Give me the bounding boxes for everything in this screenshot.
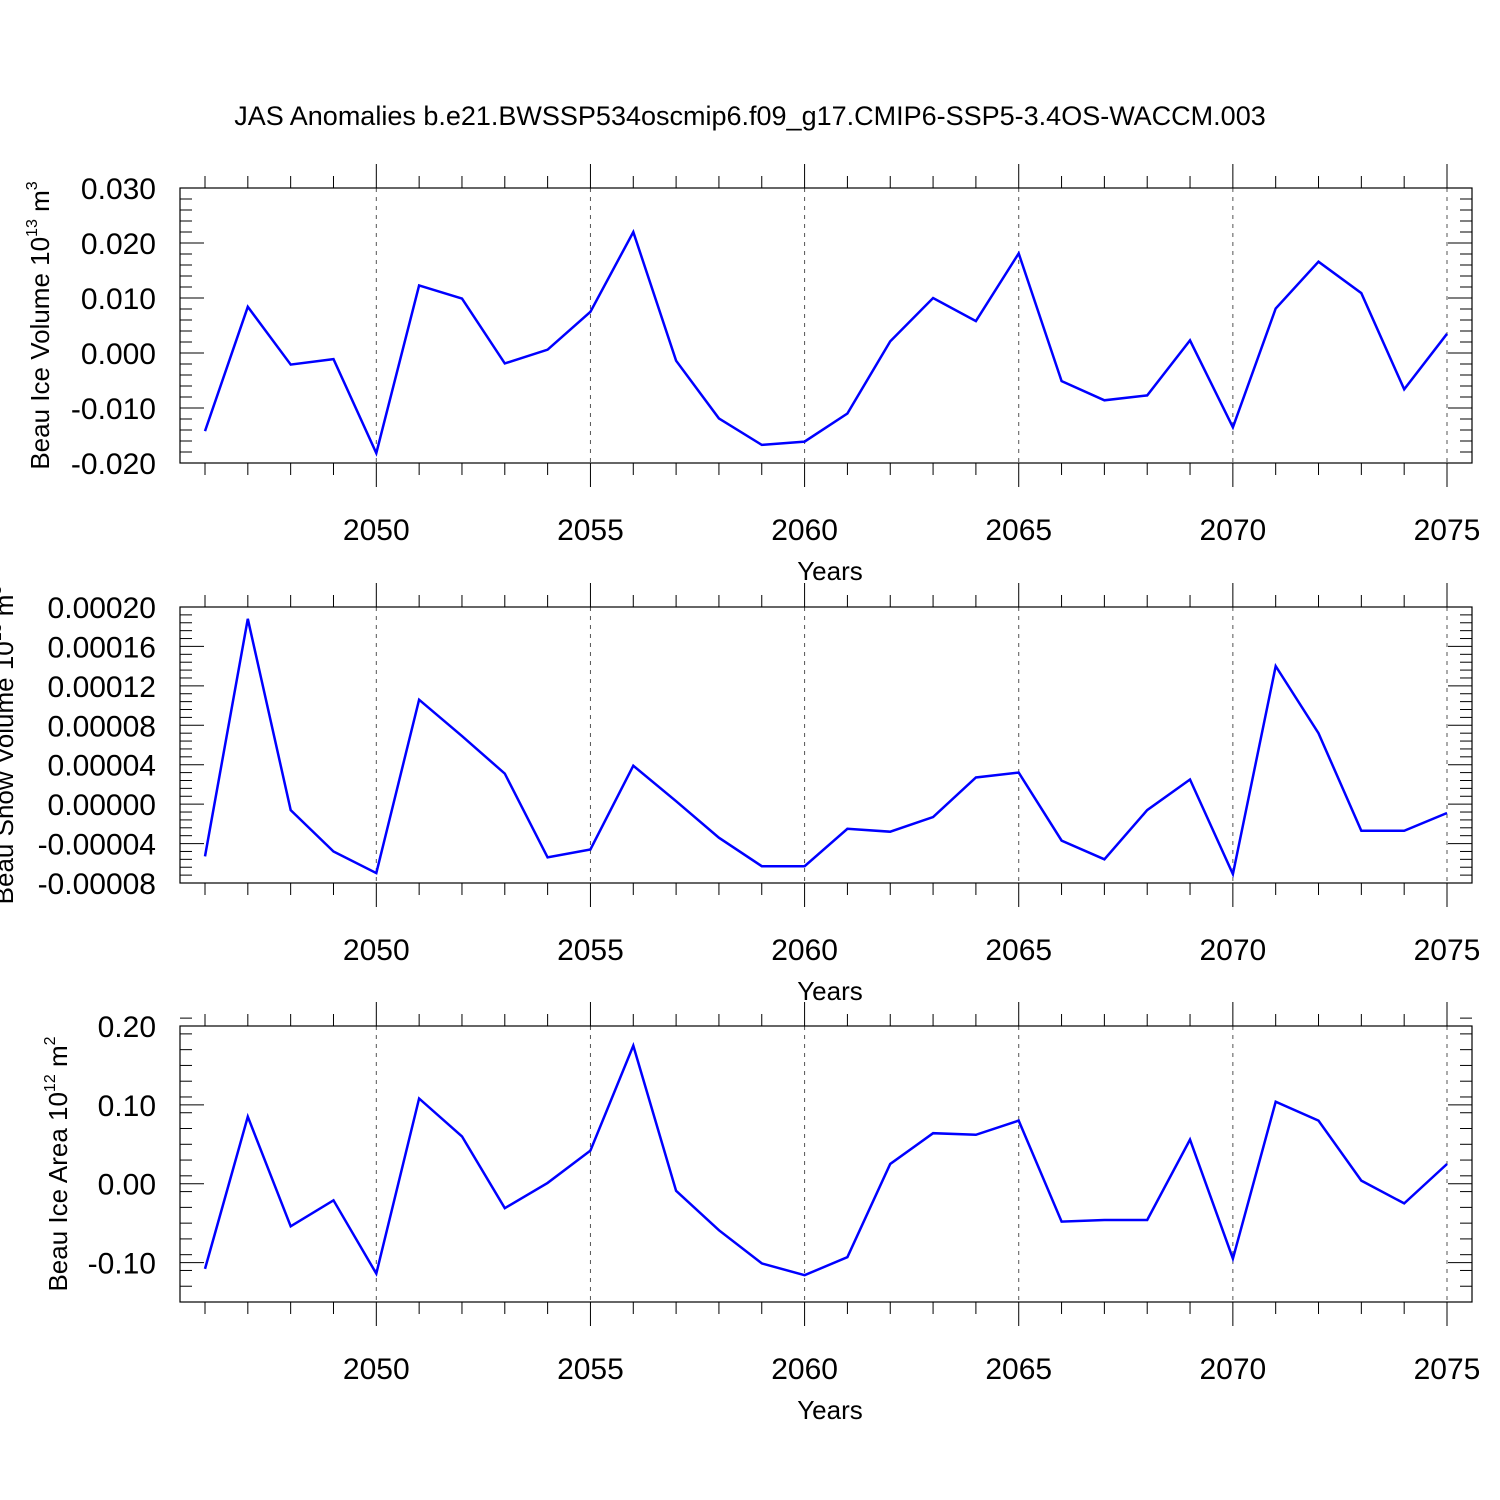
y-axis-label-superscript: 12: [42, 1074, 59, 1092]
y-axis-label-text: Beau Snow Volume 10: [0, 641, 19, 904]
x-tick-label: 2060: [771, 514, 838, 547]
y-tick-label: 0.20: [98, 1011, 156, 1044]
x-tick-label: 2065: [985, 514, 1052, 547]
x-tick-label: 2070: [1199, 1353, 1266, 1386]
x-tick-label: 2070: [1199, 934, 1266, 967]
y-axis-label: Beau Ice Area 1012 m2: [42, 1036, 73, 1291]
y-tick-label: -0.00004: [38, 829, 156, 862]
y-axis-label-text: Beau Ice Area 10: [43, 1092, 73, 1291]
y-axis-label-text: m: [43, 1045, 73, 1074]
y-tick-label: -0.00008: [38, 868, 156, 901]
y-tick-label: 0.030: [81, 173, 156, 206]
x-tick-label: 2050: [343, 934, 410, 967]
x-tick-label: 2065: [985, 1353, 1052, 1386]
x-axis-label: Years: [797, 1395, 863, 1425]
x-axis-label: Years: [797, 976, 863, 1006]
x-tick-label: 2050: [343, 514, 410, 547]
chart-panel-2: -0.00008 -0.00004 0.00000 0.00004 0.00008 0.0…: [0, 583, 1480, 1006]
y-tick-label: 0.000: [81, 338, 156, 371]
y-axis-label-text: m: [0, 595, 19, 624]
plot-frame: [179, 187, 1473, 464]
y-axis-label-superscript: 2: [42, 1036, 59, 1045]
x-tick-label: 2055: [557, 514, 624, 547]
y-axis-label: Beau Ice Volume 1013 m3: [24, 181, 55, 469]
y-axis-label-superscript: 13: [24, 219, 41, 237]
x-tick-label: 2065: [985, 934, 1052, 967]
y-tick-label: 0.00012: [48, 671, 156, 704]
x-tick-label: 2055: [557, 934, 624, 967]
y-axis-label-superscript: 3: [24, 181, 41, 190]
y-axis-label-text: Beau Ice Volume 10: [25, 237, 55, 470]
x-tick-label: 2060: [771, 1353, 838, 1386]
plot-frame: [179, 1025, 1473, 1303]
y-tick-label: 0.00: [98, 1169, 156, 1202]
y-axis-label: Beau Snow Volume 1013 m3: [0, 586, 19, 905]
x-tick-label: 2075: [1414, 514, 1481, 547]
series-line: [203, 1041, 1448, 1277]
y-tick-label: 0.00004: [48, 750, 156, 783]
y-tick-label: -0.10: [88, 1248, 156, 1281]
y-tick-label: -0.020: [71, 448, 156, 481]
panels: -0.020 -0.010 0.000 0.010 0.020 0.030 2050 2055…: [0, 164, 1480, 1425]
y-tick-label: -0.010: [71, 393, 156, 426]
y-tick-label: 0.00020: [48, 592, 156, 625]
x-tick-label: 2055: [557, 1353, 624, 1386]
y-tick-label: 0.00008: [48, 710, 156, 743]
y-tick-label: 0.10: [98, 1090, 156, 1123]
plot-frame: [179, 606, 1473, 884]
y-tick-label: 0.020: [81, 228, 156, 261]
x-tick-label: 2050: [343, 1353, 410, 1386]
y-axis-label-superscript: 13: [0, 623, 5, 641]
x-tick-label: 2075: [1414, 934, 1481, 967]
y-tick-label: 0.00016: [48, 631, 156, 664]
chart-panel-1: -0.020 -0.010 0.000 0.010 0.020 0.030 2050 2055…: [24, 164, 1481, 586]
figure-title: JAS Anomalies b.e21.BWSSP534oscmip6.f09_…: [234, 101, 1265, 131]
y-axis-label-superscript: 3: [0, 586, 5, 595]
y-axis-label-text: m: [25, 190, 55, 219]
x-tick-label: 2060: [771, 934, 838, 967]
y-tick-label: 0.010: [81, 283, 156, 316]
x-axis-label: Years: [797, 556, 863, 586]
y-tick-label: 0.00000: [48, 789, 156, 822]
x-tick-label: 2070: [1199, 514, 1266, 547]
chart-panel-3: -0.10 0.00 0.10 0.20 2050 2055 2060 2065 2070 207…: [42, 1002, 1481, 1425]
series-line: [203, 228, 1448, 457]
x-tick-label: 2075: [1414, 1353, 1481, 1386]
series-line: [203, 618, 1448, 879]
